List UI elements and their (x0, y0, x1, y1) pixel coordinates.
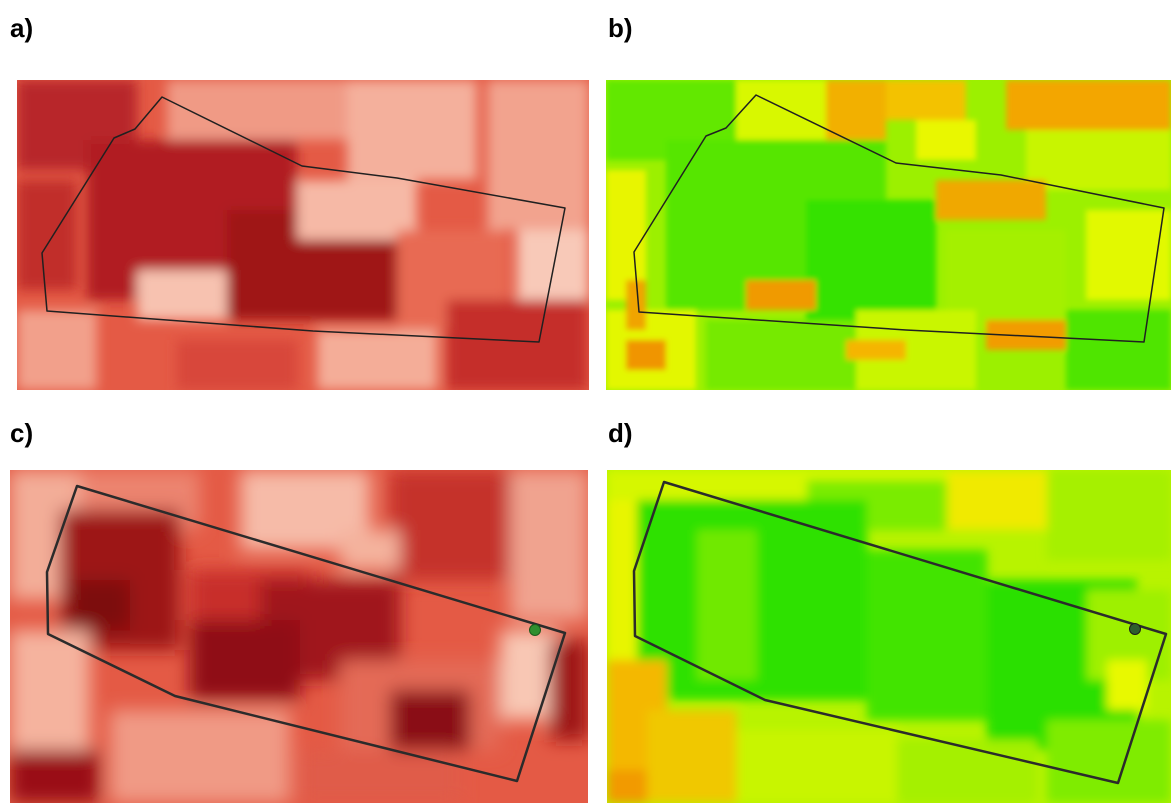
field-boundary-b (633, 94, 1165, 343)
panel-b-green-map (606, 80, 1171, 390)
field-boundary-a (41, 96, 566, 343)
location-marker-d (1129, 623, 1141, 635)
panel-label-d: d) (608, 418, 633, 448)
panel-a-red-map (17, 80, 589, 390)
panel-a-raster (17, 80, 589, 390)
panel-d-green-map (607, 470, 1171, 803)
panel-c-raster (10, 470, 588, 803)
panel-label-c: c) (10, 418, 34, 448)
field-boundary-d (632, 480, 1168, 785)
panel-d-raster (607, 470, 1171, 803)
location-marker-c (529, 624, 541, 636)
panel-c-red-map (10, 470, 588, 803)
panel-label-b: b) (608, 13, 633, 43)
field-boundary-c (45, 484, 567, 783)
panel-b-raster (606, 80, 1171, 390)
panel-label-a: a) (10, 13, 34, 43)
